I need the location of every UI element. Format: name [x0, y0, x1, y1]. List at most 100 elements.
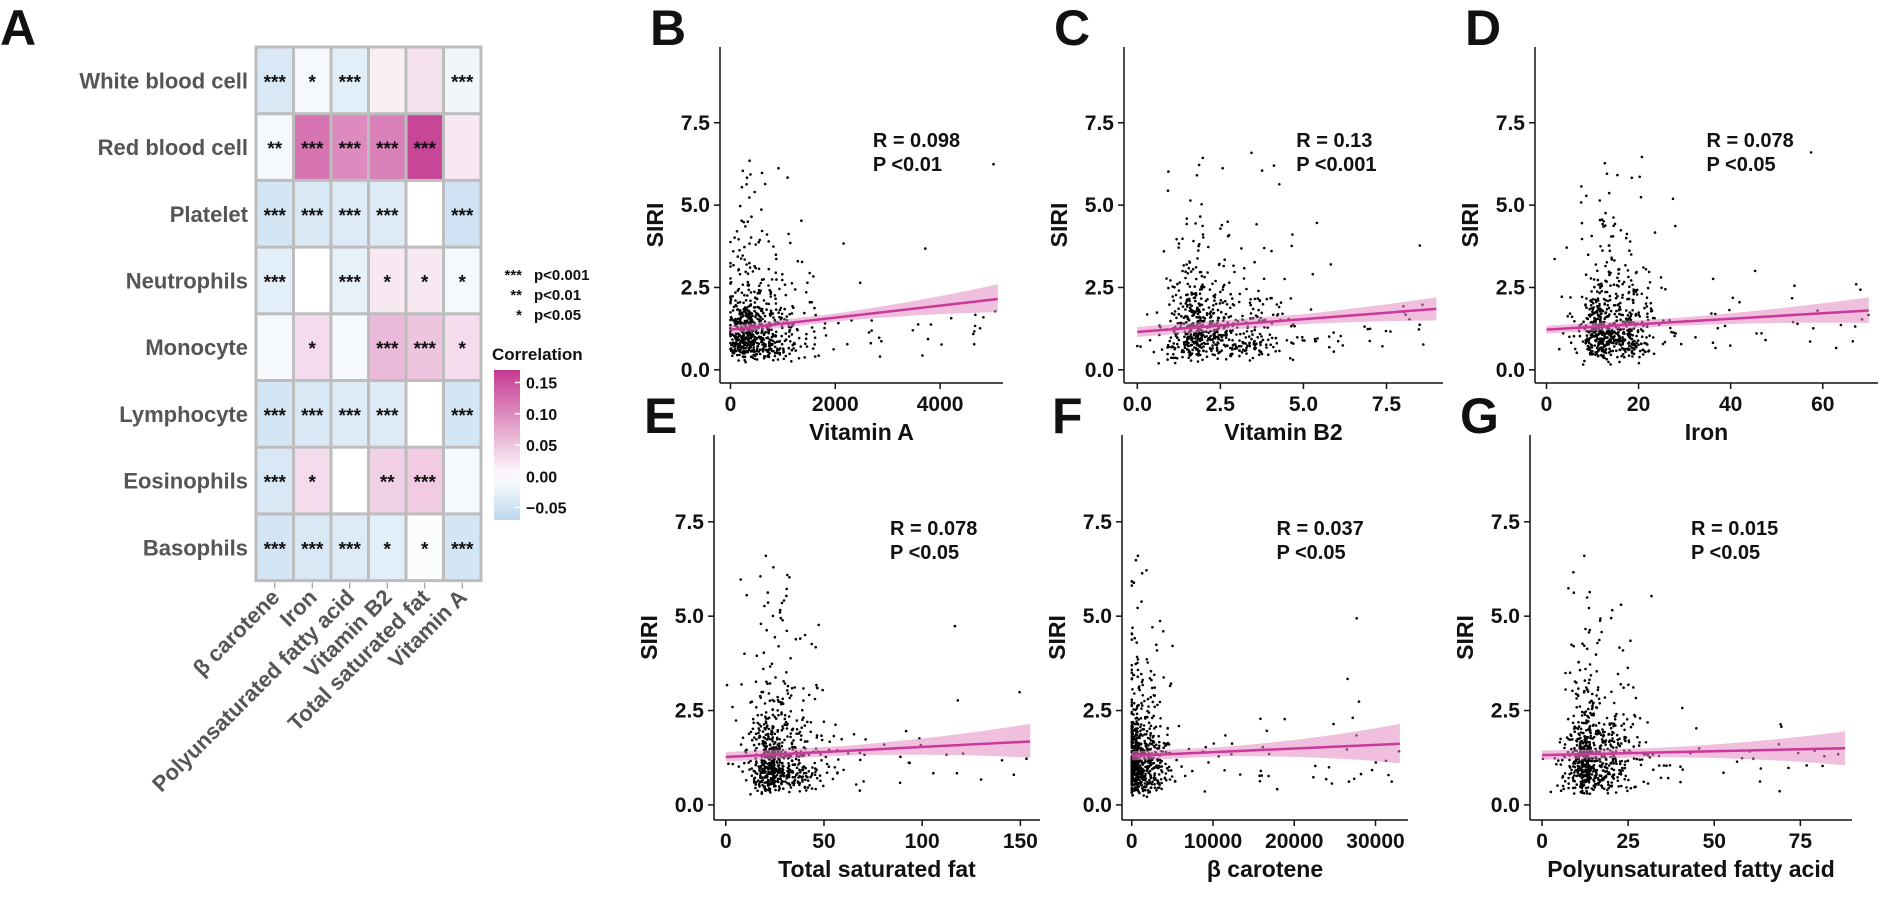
data-point: [1144, 772, 1147, 776]
data-point: [1632, 757, 1636, 760]
x-tick-label: 2.5: [1206, 393, 1236, 416]
data-point: [1193, 285, 1196, 288]
data-point: [1587, 728, 1590, 731]
data-point: [1618, 348, 1622, 352]
data-point: [1594, 263, 1598, 266]
data-point: [1229, 352, 1233, 356]
data-point: [1575, 697, 1578, 700]
data-point: [1174, 356, 1177, 360]
data-point: [787, 715, 791, 718]
data-point: [1621, 339, 1625, 342]
data-point: [1136, 762, 1140, 765]
data-point: [1585, 738, 1588, 741]
data-point: [739, 257, 743, 260]
data-point: [1582, 731, 1585, 735]
y-tick-label: 7.5: [1496, 112, 1526, 135]
data-point: [1130, 762, 1134, 765]
data-point: [1418, 323, 1421, 327]
data-point: [1249, 298, 1252, 301]
data-point: [1579, 731, 1583, 734]
data-point: [1652, 336, 1655, 339]
data-point: [1194, 299, 1197, 303]
data-point: [1177, 242, 1181, 245]
data-point: [1363, 325, 1366, 328]
data-point: [756, 713, 760, 717]
data-point: [1181, 305, 1185, 308]
data-point: [1573, 774, 1576, 777]
data-point: [1577, 720, 1580, 724]
data-point: [737, 349, 740, 352]
data-point: [1615, 712, 1618, 716]
data-point: [759, 775, 762, 779]
data-point: [1278, 183, 1281, 186]
data-point: [1584, 340, 1588, 344]
data-point: [1130, 632, 1134, 635]
data-point: [1585, 317, 1588, 320]
data-point: [1018, 690, 1021, 694]
data-point: [771, 713, 775, 717]
data-point: [1147, 705, 1150, 708]
data-point: [1130, 746, 1134, 750]
data-point: [1195, 353, 1198, 356]
data-point: [1587, 331, 1591, 334]
data-point: [1666, 776, 1670, 780]
data-point: [1141, 678, 1144, 682]
data-point: [1624, 760, 1627, 763]
data-point: [1636, 339, 1640, 342]
data-point: [768, 338, 771, 341]
y-tick-label: 7.5: [681, 112, 711, 135]
data-point: [1260, 352, 1264, 356]
data-point: [1595, 305, 1599, 308]
data-point: [1585, 792, 1589, 795]
heatmap-cell: [445, 48, 480, 113]
data-point: [777, 713, 780, 717]
data-point: [1162, 746, 1165, 750]
data-point: [762, 759, 766, 763]
data-point: [1177, 338, 1181, 342]
data-point: [1628, 285, 1631, 289]
data-point: [1164, 772, 1168, 775]
heatmap-row-label: Neutrophils: [126, 268, 248, 293]
data-point: [1621, 313, 1625, 317]
data-point: [806, 779, 810, 782]
data-point: [740, 683, 743, 686]
data-point: [1187, 297, 1191, 301]
data-point: [748, 159, 751, 162]
data-point: [1566, 717, 1570, 721]
data-point: [1192, 312, 1196, 316]
data-point: [1619, 301, 1622, 305]
data-point: [1187, 356, 1190, 360]
data-point: [1207, 245, 1210, 249]
data-point: [1561, 758, 1564, 762]
data-point: [898, 781, 902, 785]
data-point: [776, 709, 779, 712]
data-point: [780, 771, 784, 775]
data-point: [1619, 682, 1622, 686]
data-point: [1238, 339, 1241, 342]
data-point: [750, 774, 754, 777]
data-point: [1723, 324, 1727, 328]
data-point: [765, 738, 769, 741]
data-point: [1617, 279, 1621, 283]
data-point: [784, 338, 788, 341]
data-point: [803, 785, 807, 789]
data-point: [1157, 747, 1161, 750]
data-point: [790, 759, 794, 763]
data-point: [800, 726, 803, 729]
data-point: [1583, 744, 1586, 748]
data-point: [1728, 308, 1731, 312]
data-point: [749, 236, 753, 239]
data-point: [1621, 282, 1624, 286]
data-point: [1593, 285, 1596, 289]
data-point: [1188, 260, 1191, 263]
data-point: [1136, 606, 1139, 610]
data-point: [1585, 729, 1588, 732]
data-point: [878, 355, 882, 358]
data-point: [1694, 336, 1697, 339]
data-point: [1313, 339, 1317, 343]
data-point: [1197, 308, 1201, 312]
data-point: [1600, 282, 1603, 286]
x-tick-label: 50: [1703, 830, 1726, 853]
data-point: [1253, 297, 1257, 301]
data-point: [760, 791, 764, 794]
